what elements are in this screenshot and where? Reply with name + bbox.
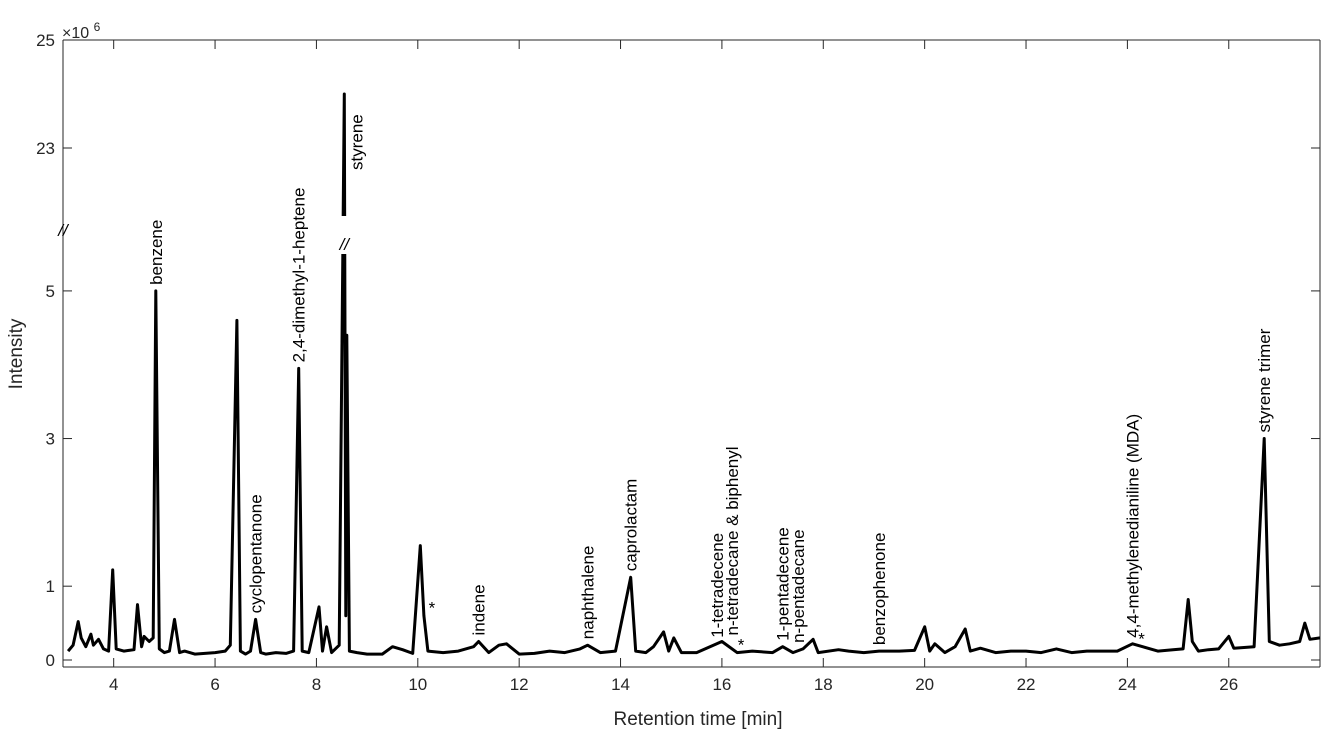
y-tick-label: 25 — [36, 31, 55, 50]
peak-label: 4,4-methylenedianiline (MDA) — [1124, 414, 1143, 638]
y-tick-label: 3 — [46, 430, 55, 449]
y-tick-label: 23 — [36, 139, 55, 158]
y-tick-label: 0 — [46, 651, 55, 670]
peak-label: styrene trimer — [1255, 328, 1274, 432]
x-tick-label: 22 — [1017, 675, 1036, 694]
peak-break-gap — [338, 216, 351, 254]
x-tick-label: 16 — [712, 675, 731, 694]
x-tick-label: 8 — [312, 675, 321, 694]
x-tick-label: 24 — [1118, 675, 1137, 694]
peak-label: 2,4-dimethyl-1-heptene — [290, 188, 309, 363]
y-multiplier-base: ×10 — [62, 25, 89, 42]
peak-label: styrene — [347, 114, 366, 170]
peak-label: caprolactam — [622, 479, 641, 572]
y-axis-break-marker: // — [57, 221, 70, 240]
y-tick-label: 1 — [46, 577, 55, 596]
peak-label: n-pentadecane — [789, 529, 808, 642]
x-tick-label: 18 — [814, 675, 833, 694]
y-multiplier: ×10 6 — [62, 20, 101, 42]
y-multiplier-exponent: 6 — [94, 20, 101, 34]
x-tick-label: 26 — [1219, 675, 1238, 694]
peak-label: 1-pentadecene — [774, 527, 793, 640]
axes: 4 6 8 10 12 14 16 18 20 22 24 26 0 1 3 5 23 25 // — [36, 31, 1320, 694]
chromatogram-line — [66, 92, 1321, 656]
annotation-layer: benzene cyclopentanone 2,4-dimethyl-1-hept… — [147, 114, 1274, 654]
peak-label: indene — [470, 584, 489, 635]
peak-label: benzophenone — [870, 533, 889, 646]
star-marker: * — [1138, 630, 1145, 649]
peak-label: cyclopentanone — [247, 494, 266, 613]
star-marker: * — [738, 636, 745, 655]
peak-label: benzene — [147, 220, 166, 285]
x-tick-label: 6 — [210, 675, 219, 694]
x-tick-label: 14 — [611, 675, 630, 694]
y-tick-label: 5 — [46, 282, 55, 301]
x-axis-title: Retention time [min] — [614, 709, 783, 730]
x-tick-label: 20 — [915, 675, 934, 694]
peak-label: 1-tetradecene — [708, 533, 727, 638]
series-layer: // — [66, 92, 1321, 656]
star-marker: * — [429, 599, 436, 618]
x-tick-label: 10 — [408, 675, 427, 694]
peak-label: naphthalene — [579, 546, 598, 640]
plot-frame — [62, 39, 1321, 668]
peak-label: n-tetradecane & biphenyl — [723, 446, 742, 635]
x-tick-label: 4 — [109, 675, 118, 694]
peak-break-marker: // — [339, 235, 352, 254]
y-axis-title: Intensity — [6, 318, 27, 389]
x-tick-label: 12 — [510, 675, 529, 694]
